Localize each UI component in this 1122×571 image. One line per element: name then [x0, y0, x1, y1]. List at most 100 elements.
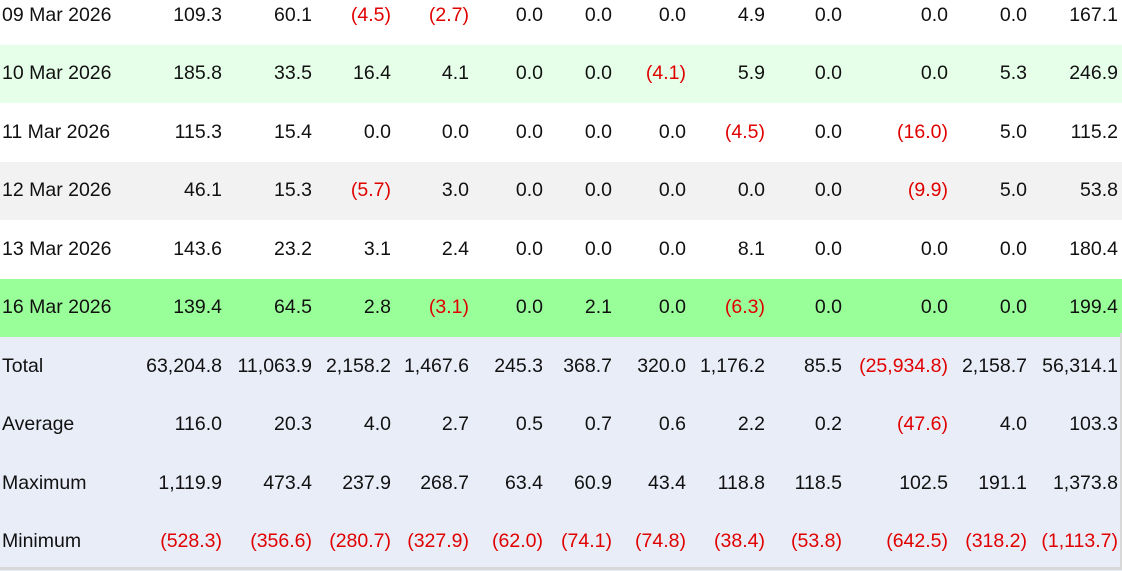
cell-value: 0.0: [547, 45, 616, 104]
cell-value: 2.4: [395, 220, 473, 279]
cell-value: 2,158.7: [952, 337, 1031, 396]
cell-value: 368.7: [547, 337, 616, 396]
cell-value: 3.1: [316, 220, 395, 279]
cell-value: 0.0: [616, 103, 690, 162]
cell-value: 0.0: [395, 103, 473, 162]
row-label: 13 Mar 2026: [0, 220, 130, 279]
cell-value: 1,119.9: [130, 454, 226, 513]
cell-value: 0.0: [952, 279, 1031, 338]
cell-value: (4.5): [316, 0, 395, 45]
row-label: Total: [0, 337, 130, 396]
cell-value: 2.8: [316, 279, 395, 338]
cell-value: (1,113.7): [1031, 513, 1122, 571]
cell-value: 8.1: [690, 220, 769, 279]
cell-value: 46.1: [130, 162, 226, 221]
cell-value: 0.0: [769, 279, 846, 338]
cell-value: 63,204.8: [130, 337, 226, 396]
cell-value: 56,314.1: [1031, 337, 1122, 396]
cell-value: 245.3: [473, 337, 547, 396]
row-label: Maximum: [0, 454, 130, 513]
cell-value: 0.0: [473, 103, 547, 162]
cell-value: 0.0: [547, 0, 616, 45]
cell-value: 246.9: [1031, 45, 1122, 104]
cell-value: 20.3: [226, 396, 316, 455]
cell-value: 0.0: [547, 103, 616, 162]
cell-value: 180.4: [1031, 220, 1122, 279]
cell-value: 320.0: [616, 337, 690, 396]
cell-value: 5.0: [952, 103, 1031, 162]
cell-value: 85.5: [769, 337, 846, 396]
cell-value: (642.5): [846, 513, 952, 571]
cell-value: 64.5: [226, 279, 316, 338]
cell-value: (5.7): [316, 162, 395, 221]
row-label: Average: [0, 396, 130, 455]
cell-value: 0.0: [547, 220, 616, 279]
cell-value: (2.7): [395, 0, 473, 45]
cell-value: 5.3: [952, 45, 1031, 104]
cell-value: (356.6): [226, 513, 316, 571]
cell-value: 118.8: [690, 454, 769, 513]
cell-value: 16.4: [316, 45, 395, 104]
cell-value: 237.9: [316, 454, 395, 513]
cell-value: 2.1: [547, 279, 616, 338]
cell-value: 0.0: [616, 162, 690, 221]
cell-value: 1,467.6: [395, 337, 473, 396]
cell-value: 1,373.8: [1031, 454, 1122, 513]
cell-value: 0.0: [846, 45, 952, 104]
cell-value: 15.3: [226, 162, 316, 221]
row-label: 10 Mar 2026: [0, 45, 130, 104]
cell-value: 0.5: [473, 396, 547, 455]
cell-value: 0.0: [846, 0, 952, 45]
cell-value: 3.0: [395, 162, 473, 221]
cell-value: 0.7: [547, 396, 616, 455]
cell-value: 199.4: [1031, 279, 1122, 338]
cell-value: 0.0: [769, 0, 846, 45]
row-label: 11 Mar 2026: [0, 103, 130, 162]
row-label: 09 Mar 2026: [0, 0, 130, 45]
cell-value: 0.0: [616, 279, 690, 338]
cell-value: (53.8): [769, 513, 846, 571]
cell-value: (74.8): [616, 513, 690, 571]
cell-value: (3.1): [395, 279, 473, 338]
cell-value: 60.1: [226, 0, 316, 45]
cell-value: 53.8: [1031, 162, 1122, 221]
cell-value: (25,934.8): [846, 337, 952, 396]
cell-value: 4.1: [395, 45, 473, 104]
cell-value: 11,063.9: [226, 337, 316, 396]
cell-value: 115.3: [130, 103, 226, 162]
cell-value: 43.4: [616, 454, 690, 513]
cell-value: 60.9: [547, 454, 616, 513]
cell-value: 23.2: [226, 220, 316, 279]
cell-value: (16.0): [846, 103, 952, 162]
cell-value: 1,176.2: [690, 337, 769, 396]
cell-value: 0.0: [846, 220, 952, 279]
cell-value: 102.5: [846, 454, 952, 513]
cell-value: 4.0: [952, 396, 1031, 455]
row-label: Minimum: [0, 513, 130, 571]
cell-value: 0.0: [769, 103, 846, 162]
cell-value: (4.1): [616, 45, 690, 104]
cell-value: 191.1: [952, 454, 1031, 513]
cell-value: 139.4: [130, 279, 226, 338]
cell-value: (4.5): [690, 103, 769, 162]
cell-value: 143.6: [130, 220, 226, 279]
row-label: 12 Mar 2026: [0, 162, 130, 221]
cell-value: 115.2: [1031, 103, 1122, 162]
cell-value: (327.9): [395, 513, 473, 571]
cell-value: 0.0: [473, 0, 547, 45]
cell-value: 5.9: [690, 45, 769, 104]
cell-value: (280.7): [316, 513, 395, 571]
cell-value: 0.0: [690, 162, 769, 221]
cell-value: (9.9): [846, 162, 952, 221]
cell-value: 15.4: [226, 103, 316, 162]
cell-value: 63.4: [473, 454, 547, 513]
cell-value: 116.0: [130, 396, 226, 455]
